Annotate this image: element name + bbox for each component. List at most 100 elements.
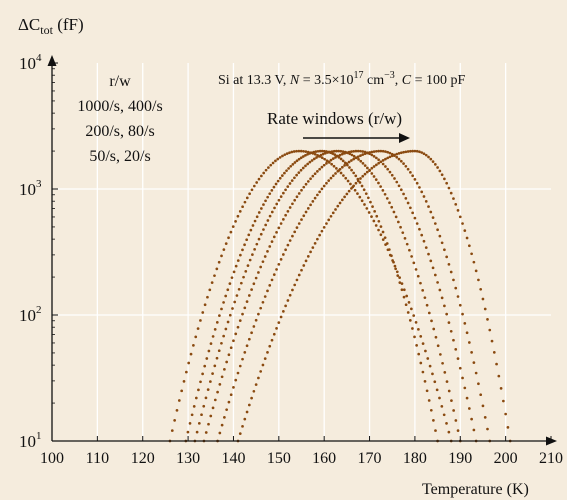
- data-point: [222, 301, 225, 304]
- data-point: [299, 156, 303, 160]
- data-point: [251, 253, 254, 256]
- data-point: [210, 281, 214, 285]
- data-point: [316, 149, 320, 153]
- data-point: [486, 318, 489, 321]
- data-point: [456, 295, 460, 298]
- data-point: [261, 363, 265, 367]
- data-point: [433, 222, 437, 225]
- data-point: [408, 319, 412, 322]
- data-point: [231, 307, 234, 310]
- data-point: [273, 206, 276, 210]
- data-point: [479, 393, 483, 397]
- data-point: [388, 201, 391, 205]
- data-point: [297, 273, 301, 277]
- data-point: [220, 341, 223, 345]
- data-point: [213, 398, 217, 402]
- data-point: [397, 157, 401, 161]
- data-point: [228, 313, 232, 317]
- data-point: [248, 192, 251, 196]
- data-point: [356, 155, 360, 159]
- data-point: [365, 207, 369, 210]
- data-point: [447, 321, 451, 324]
- data-point: [279, 195, 283, 198]
- data-point: [434, 429, 437, 432]
- data-point: [272, 235, 276, 239]
- data-point: [449, 191, 453, 195]
- data-point: [249, 228, 253, 232]
- data-point: [402, 150, 405, 154]
- condition-annotation: Si at 13.3 V, N = 3.5×1017 cm−3, C = 100…: [218, 70, 465, 88]
- data-point: [329, 158, 333, 162]
- data-point: [292, 150, 296, 153]
- data-point: [381, 149, 385, 153]
- data-point: [432, 418, 435, 422]
- data-point: [404, 150, 408, 154]
- data-point: [253, 219, 257, 223]
- data-point: [392, 260, 395, 264]
- x-tick-label: 130: [176, 450, 200, 467]
- data-point: [283, 171, 286, 175]
- data-point: [264, 168, 268, 172]
- data-point: [245, 300, 249, 303]
- data-point: [259, 306, 263, 310]
- data-point: [306, 152, 309, 156]
- data-point: [429, 259, 433, 263]
- data-point: [291, 288, 294, 292]
- data-point: [425, 303, 429, 307]
- data-point: [415, 149, 419, 153]
- data-point: [417, 327, 420, 331]
- data-point: [410, 255, 413, 258]
- data-point: [465, 331, 469, 335]
- data-point: [438, 169, 442, 173]
- x-tick-label: 170: [358, 450, 382, 467]
- data-point: [295, 195, 299, 199]
- data-point: [320, 187, 324, 191]
- data-point: [403, 236, 407, 240]
- data-point: [447, 186, 451, 190]
- data-point: [422, 152, 426, 156]
- data-point: [306, 180, 310, 183]
- data-point: [349, 182, 352, 186]
- data-point: [423, 296, 427, 300]
- data-point: [427, 311, 431, 315]
- data-point: [426, 357, 430, 360]
- series-curve: [202, 149, 478, 443]
- data-point: [238, 210, 242, 213]
- data-point: [266, 351, 269, 354]
- data-point: [397, 152, 401, 155]
- data-point: [430, 319, 433, 323]
- series-curve: [216, 149, 492, 443]
- data-point: [215, 321, 219, 324]
- data-point: [218, 431, 222, 435]
- data-point: [445, 422, 448, 425]
- data-point: [235, 294, 239, 297]
- x-tick-label: 200: [494, 450, 518, 467]
- data-point: [360, 199, 364, 203]
- data-point: [443, 304, 446, 308]
- data-point: [267, 166, 270, 169]
- data-point: [483, 415, 487, 419]
- data-point: [304, 150, 308, 153]
- data-point: [196, 327, 200, 330]
- data-point: [234, 264, 238, 268]
- data-point: [275, 230, 278, 234]
- data-point: [483, 307, 487, 311]
- data-point: [438, 396, 441, 400]
- data-point: [372, 150, 376, 153]
- data-point: [302, 185, 306, 189]
- data-point: [414, 321, 418, 324]
- data-point: [302, 214, 306, 218]
- data-point: [207, 349, 211, 353]
- data-point: [412, 314, 416, 317]
- data-point: [311, 200, 315, 203]
- data-point: [429, 157, 433, 161]
- data-point: [232, 270, 236, 274]
- data-point: [420, 190, 424, 194]
- data-point: [330, 150, 334, 153]
- data-point: [405, 294, 409, 298]
- data-point: [241, 357, 244, 361]
- data-point: [347, 189, 351, 193]
- data-point: [379, 233, 383, 237]
- data-point: [320, 156, 324, 160]
- data-point: [404, 303, 408, 307]
